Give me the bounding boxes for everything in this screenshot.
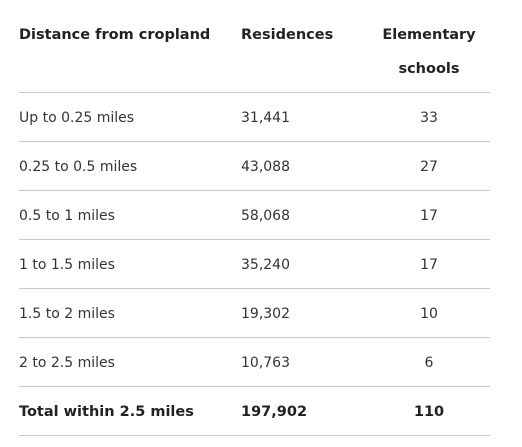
- cell-schools: 10: [420, 306, 438, 322]
- table-row: 2 to 2.5 miles 10,763 6: [19, 338, 490, 387]
- cropland-distance-table: Distance from cropland Residences Elemen…: [19, 0, 490, 436]
- cell-residences: 10,763: [241, 355, 290, 371]
- total-distance: Total within 2.5 miles: [19, 404, 194, 420]
- cell-distance: Up to 0.25 miles: [19, 110, 135, 126]
- table-row: 1.5 to 2 miles 19,302 10: [19, 289, 490, 338]
- cell-schools: 33: [420, 110, 438, 126]
- cell-distance: 0.25 to 0.5 miles: [19, 159, 138, 175]
- cell-residences: 43,088: [241, 159, 290, 175]
- cell-schools: 17: [420, 208, 438, 224]
- cell-distance: 1 to 1.5 miles: [19, 257, 115, 273]
- total-residences: 197,902: [241, 404, 308, 420]
- table-row: 0.25 to 0.5 miles 43,088 27: [19, 142, 490, 191]
- total-schools: 110: [413, 404, 445, 420]
- table-row: 0.5 to 1 miles 58,068 17: [19, 191, 490, 240]
- table-row: 1 to 1.5 miles 35,240 17: [19, 240, 490, 289]
- table-header: Distance from cropland Residences Elemen…: [19, 0, 490, 93]
- cell-distance: 2 to 2.5 miles: [19, 355, 115, 371]
- header-distance: Distance from cropland: [19, 27, 211, 43]
- cell-schools: 17: [420, 257, 438, 273]
- cell-residences: 31,441: [241, 110, 290, 126]
- cell-residences: 35,240: [241, 257, 290, 273]
- cell-distance: 1.5 to 2 miles: [19, 306, 115, 322]
- cell-schools: 27: [420, 159, 438, 175]
- header-elementary-schools: Elementary schools: [382, 27, 476, 77]
- cell-residences: 58,068: [241, 208, 290, 224]
- header-residences: Residences: [241, 27, 334, 43]
- table-total-row: Total within 2.5 miles 197,902 110: [19, 387, 490, 436]
- table-row: Up to 0.25 miles 31,441 33: [19, 93, 490, 142]
- cell-residences: 19,302: [241, 306, 290, 322]
- cell-schools: 6: [424, 355, 434, 371]
- cell-distance: 0.5 to 1 miles: [19, 208, 115, 224]
